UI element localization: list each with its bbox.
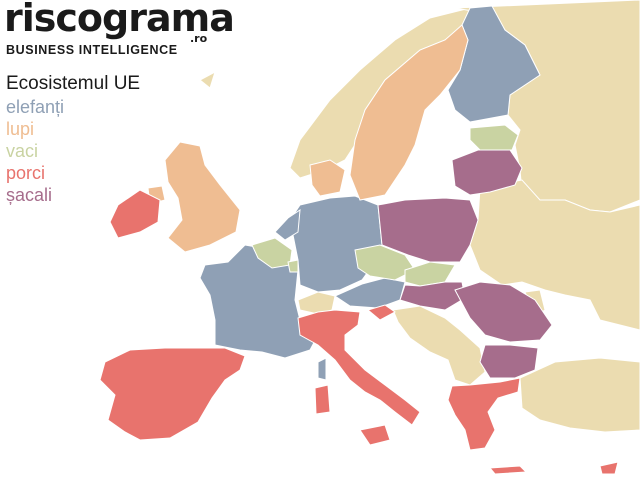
region-netherlands — [274, 209, 301, 241]
non-eu-regions — [199, 0, 640, 433]
region-ireland — [109, 189, 161, 239]
legend-item-sacali: șacali — [6, 185, 53, 205]
region-belarus-ukraine — [469, 179, 640, 331]
eu-group-vaci — [251, 124, 519, 287]
region-turkey — [519, 357, 640, 433]
logo-wordmark: riscograma — [4, 0, 235, 40]
region-iceland-fragment — [199, 70, 216, 89]
region-latvia-lithuania — [451, 149, 523, 196]
legend-item-lupi: lupi — [6, 119, 35, 139]
region-corsica — [317, 357, 327, 381]
eu-group-porci — [99, 189, 619, 475]
region-bulgaria — [479, 344, 539, 379]
region-sardinia — [314, 384, 331, 415]
region-iberia — [99, 347, 246, 441]
region-sweden — [349, 24, 469, 201]
region-romania — [454, 281, 553, 343]
logo-tld: .ro — [190, 32, 208, 45]
region-great-britain — [164, 141, 241, 253]
region-denmark — [309, 159, 346, 197]
legend-item-elefanti: elefanți — [6, 97, 65, 117]
region-italy — [297, 309, 421, 426]
region-cyprus — [599, 461, 619, 475]
region-hungary — [399, 281, 466, 311]
region-estonia — [469, 124, 519, 151]
region-poland — [377, 197, 479, 263]
legend-item-porci: porci — [6, 163, 46, 183]
riscograma-logo: riscograma .ro BUSINESS INTELLIGENCE — [4, 0, 235, 64]
eu-group-lupi — [147, 24, 469, 253]
region-germany — [289, 195, 383, 293]
legend-title: Ecosistemul UE — [6, 73, 141, 94]
region-slovenia — [366, 304, 396, 321]
region-crete — [488, 465, 528, 475]
logo-tagline: BUSINESS INTELLIGENCE — [6, 43, 178, 57]
region-luxembourg — [287, 259, 299, 273]
eu-group-sacali — [377, 149, 553, 379]
region-greece — [447, 377, 521, 451]
legend-item-vaci: vaci — [6, 141, 39, 161]
map-legend: Ecosistemul UE elefanți lupi vaci porci … — [6, 72, 140, 206]
region-sicily — [359, 424, 391, 446]
